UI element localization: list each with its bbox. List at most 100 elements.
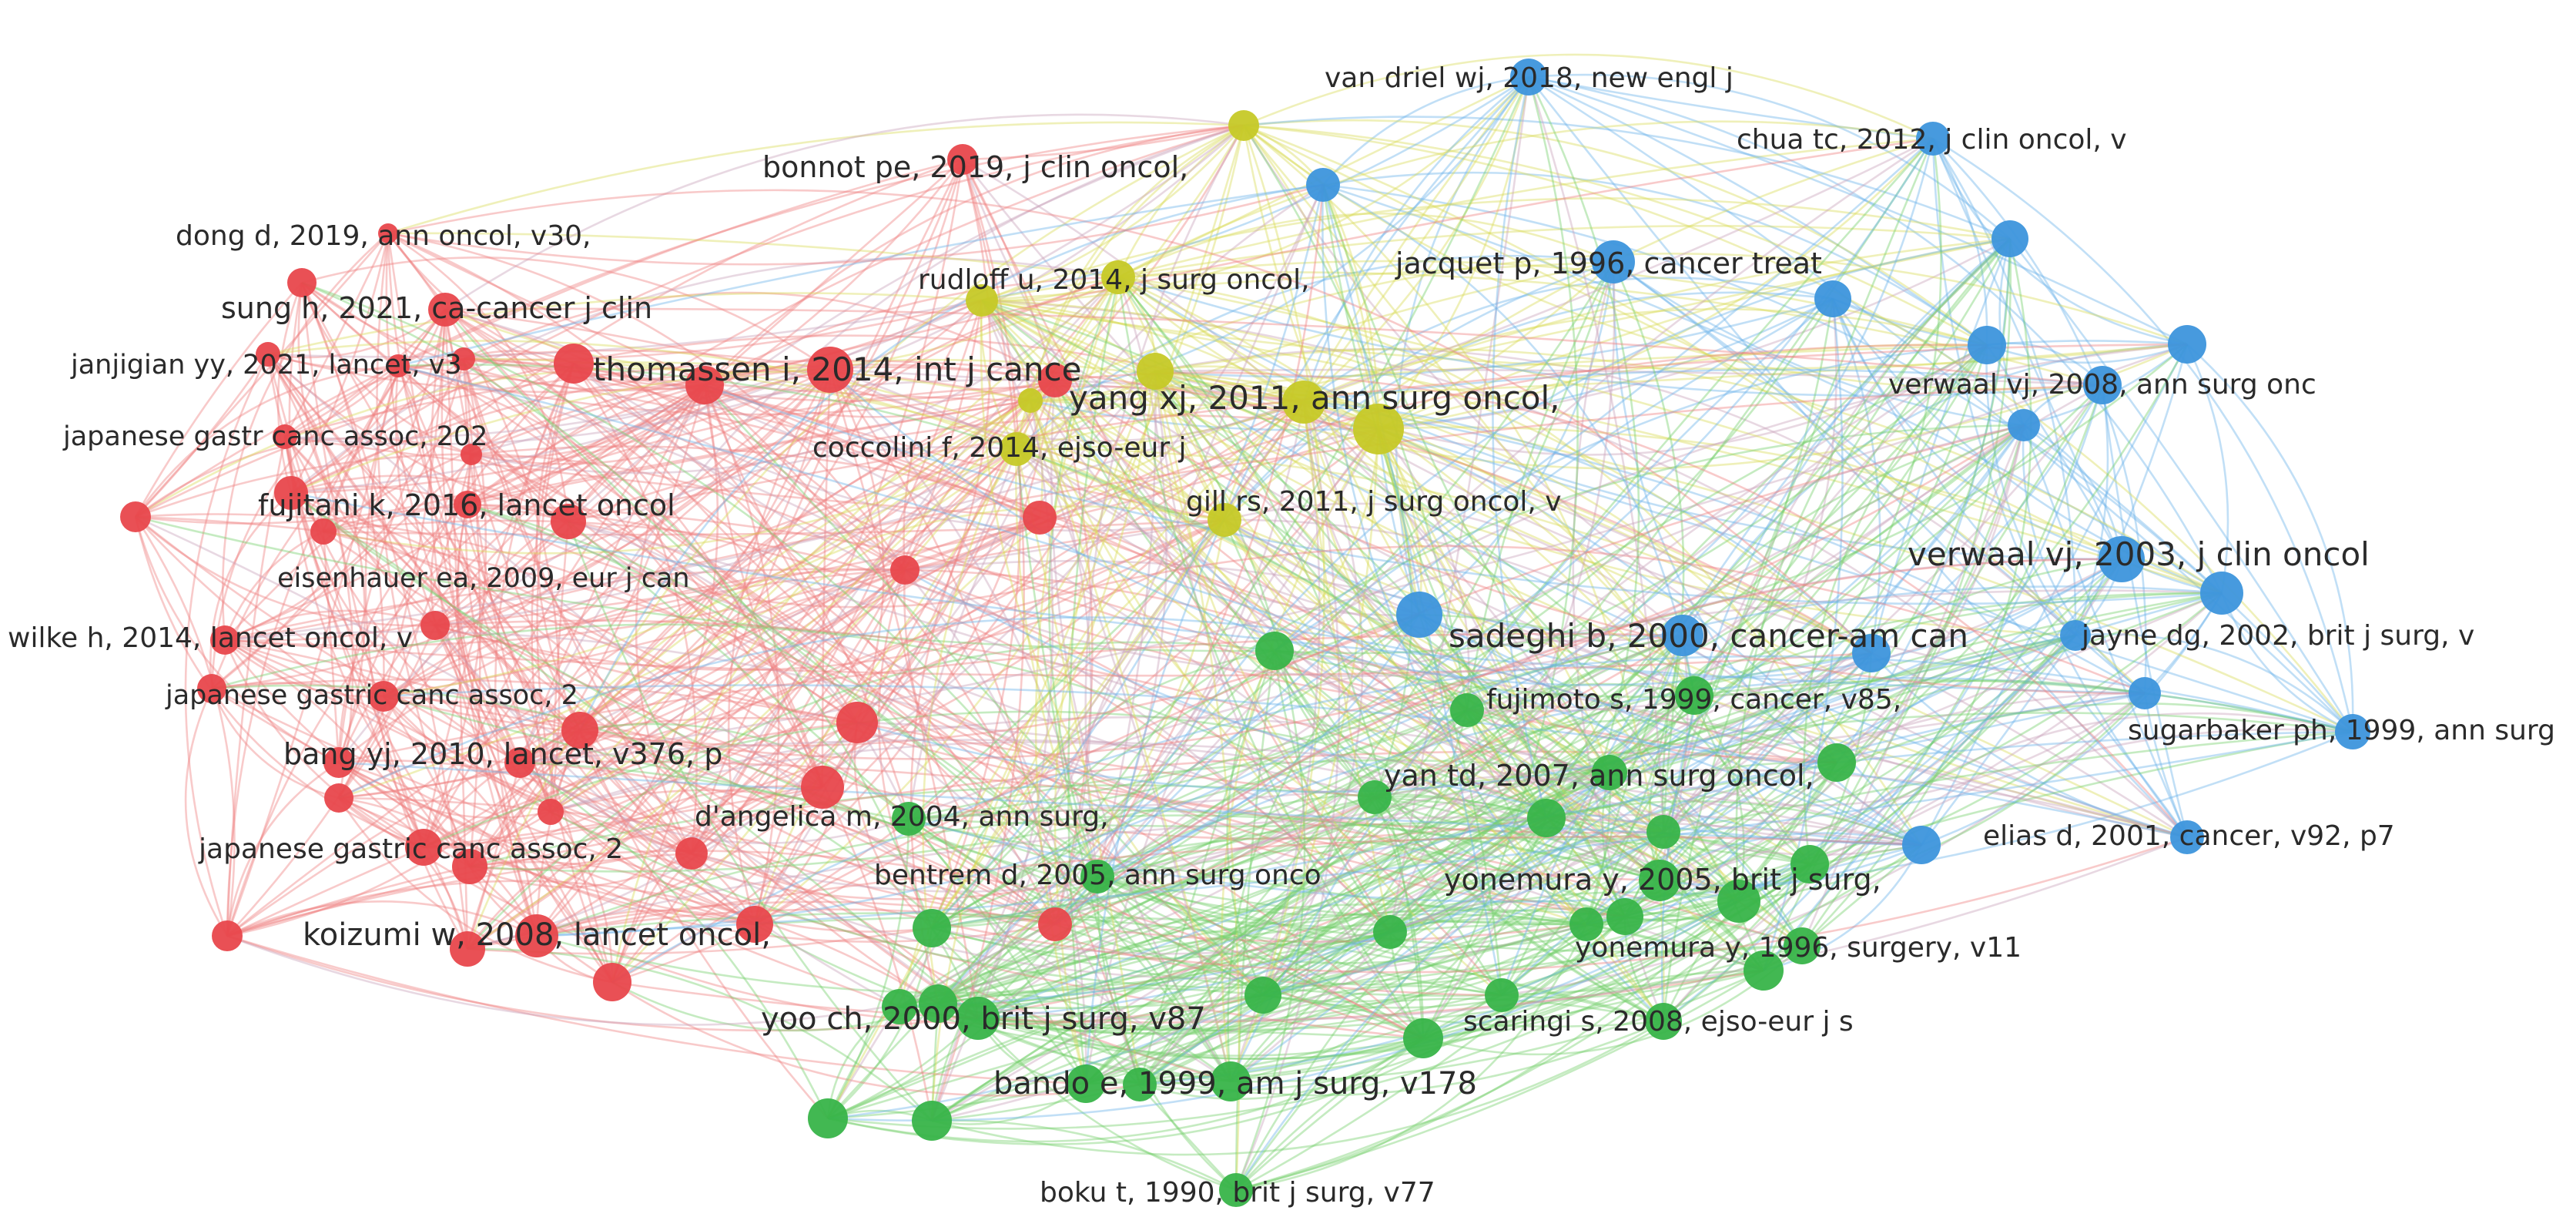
publication-node[interactable] bbox=[368, 681, 399, 712]
publication-node[interactable] bbox=[1080, 860, 1114, 893]
publication-node[interactable] bbox=[452, 347, 475, 370]
node-label[interactable]: chua tc, 2012, j clin oncol, v bbox=[1737, 124, 2127, 156]
publication-node[interactable] bbox=[2200, 572, 2243, 615]
publication-node[interactable] bbox=[450, 931, 485, 967]
publication-node[interactable] bbox=[1137, 353, 1174, 390]
publication-node[interactable] bbox=[405, 829, 442, 866]
node-label[interactable]: boku t, 1990, brit j surg, v77 bbox=[1040, 1177, 1435, 1209]
node-label[interactable]: scaringi s, 2008, ejso-eur j s bbox=[1463, 1006, 1854, 1038]
publication-node[interactable] bbox=[1606, 898, 1643, 935]
publication-node[interactable] bbox=[2099, 536, 2145, 582]
node-label[interactable]: yoo ch, 2000, brit j surg, v87 bbox=[761, 1001, 1206, 1037]
node-label[interactable]: bonnot pe, 2019, j clin oncol, bbox=[762, 150, 1188, 184]
publication-node[interactable] bbox=[538, 799, 564, 825]
publication-node[interactable] bbox=[890, 555, 920, 585]
node-label[interactable]: jacquet p, 1996, cancer treat bbox=[1395, 246, 1822, 280]
publication-node[interactable] bbox=[947, 144, 978, 175]
node-label[interactable]: fujimoto s, 1999, cancer, v85, bbox=[1486, 684, 1901, 716]
publication-node[interactable] bbox=[1228, 110, 1259, 141]
publication-node[interactable] bbox=[1067, 1064, 1105, 1103]
publication-node[interactable] bbox=[504, 747, 535, 778]
publication-node[interactable] bbox=[1784, 927, 1821, 964]
publication-node[interactable] bbox=[1646, 815, 1680, 849]
publication-node[interactable] bbox=[736, 906, 773, 943]
publication-node[interactable] bbox=[1675, 676, 1713, 715]
node-label[interactable]: verwaal vj, 2008, ann surg onc bbox=[1888, 369, 2316, 401]
publication-node[interactable] bbox=[1916, 122, 1950, 156]
publication-node[interactable] bbox=[966, 284, 998, 317]
publication-node[interactable] bbox=[912, 1101, 952, 1141]
node-label[interactable]: bang yj, 2010, lancet, v376, p bbox=[283, 737, 722, 771]
node-label[interactable]: thomassen i, 2014, int j cance bbox=[593, 350, 1081, 388]
node-label[interactable]: yang xj, 2011, ann surg oncol, bbox=[1069, 379, 1560, 417]
publication-node[interactable] bbox=[1569, 907, 1603, 941]
publication-node[interactable] bbox=[1244, 977, 1281, 1014]
publication-node[interactable] bbox=[892, 802, 926, 836]
publication-node[interactable] bbox=[210, 625, 240, 655]
publication-node[interactable] bbox=[913, 909, 951, 947]
publication-node[interactable] bbox=[1527, 799, 1566, 837]
publication-node[interactable] bbox=[2008, 409, 2040, 441]
publication-node[interactable] bbox=[1396, 592, 1442, 638]
publication-node[interactable] bbox=[1717, 880, 1760, 923]
publication-node[interactable] bbox=[593, 963, 631, 1001]
publication-node[interactable] bbox=[2083, 366, 2122, 404]
node-label[interactable]: japanese gastr canc assoc, 202 bbox=[62, 421, 487, 452]
node-label[interactable]: wilke h, 2014, lancet oncol, v bbox=[8, 622, 413, 654]
node-label[interactable]: janjigian yy, 2021, lancet, v3 bbox=[70, 350, 462, 381]
publication-node[interactable] bbox=[919, 984, 957, 1023]
publication-node[interactable] bbox=[1450, 693, 1484, 727]
publication-node[interactable] bbox=[807, 347, 853, 393]
publication-node[interactable] bbox=[561, 712, 598, 749]
publication-node[interactable] bbox=[212, 920, 243, 951]
publication-node[interactable] bbox=[310, 518, 337, 545]
node-label[interactable]: koizumi w, 2008, lancet oncol, bbox=[303, 917, 771, 953]
node-label[interactable]: verwaal vj, 2003, j clin oncol bbox=[1908, 535, 2370, 573]
publication-node[interactable] bbox=[1485, 978, 1519, 1012]
publication-node[interactable] bbox=[808, 1098, 848, 1138]
publication-node[interactable] bbox=[1208, 503, 1241, 537]
publication-node[interactable] bbox=[1038, 364, 1072, 397]
publication-node[interactable] bbox=[323, 747, 354, 778]
publication-node[interactable] bbox=[1510, 59, 1547, 96]
publication-node[interactable] bbox=[836, 702, 878, 743]
publication-node[interactable] bbox=[1123, 1068, 1157, 1101]
publication-node[interactable] bbox=[287, 268, 317, 297]
publication-node[interactable] bbox=[515, 914, 558, 957]
publication-node[interactable] bbox=[801, 766, 844, 809]
publication-node[interactable] bbox=[1353, 404, 1404, 454]
publication-node[interactable] bbox=[428, 293, 462, 327]
node-label[interactable]: d'angelica m, 2004, ann surg, bbox=[695, 801, 1109, 833]
node-label[interactable]: fujitani k, 2016, lancet oncol bbox=[258, 488, 675, 522]
publication-node[interactable] bbox=[420, 611, 450, 640]
node-label[interactable]: sugarbaker ph, 1999, ann surg bbox=[2128, 715, 2555, 746]
publication-node[interactable] bbox=[1639, 860, 1680, 901]
publication-node[interactable] bbox=[256, 342, 280, 367]
publication-node[interactable] bbox=[1373, 915, 1407, 949]
publication-node[interactable] bbox=[1662, 615, 1703, 656]
publication-node[interactable] bbox=[1000, 432, 1033, 466]
publication-node[interactable] bbox=[2129, 677, 2161, 709]
publication-node[interactable] bbox=[1592, 240, 1635, 283]
node-label[interactable]: jayne dg, 2002, brit j surg, v bbox=[2081, 620, 2474, 652]
publication-node[interactable] bbox=[1018, 388, 1043, 413]
publication-node[interactable] bbox=[274, 476, 308, 510]
publication-node[interactable] bbox=[685, 366, 724, 404]
node-label[interactable]: eisenhauer ea, 2009, eur j can bbox=[277, 563, 690, 594]
publication-node[interactable] bbox=[1255, 632, 1294, 670]
publication-node[interactable] bbox=[1306, 168, 1340, 202]
publication-node[interactable] bbox=[1744, 950, 1784, 991]
node-label[interactable]: japanese gastric canc assoc, 2 bbox=[165, 680, 578, 711]
publication-node[interactable] bbox=[1023, 501, 1057, 535]
node-label[interactable]: rudloff u, 2014, j surg oncol, bbox=[918, 264, 1310, 296]
publication-node[interactable] bbox=[387, 354, 410, 377]
publication-node[interactable] bbox=[1968, 326, 2006, 364]
node-label[interactable]: van driel wj, 2018, new engl j bbox=[1325, 62, 1734, 94]
node-label[interactable]: bentrem d, 2005, ann surg onco bbox=[874, 860, 1321, 891]
node-label[interactable]: yonemura y, 1996, surgery, v11 bbox=[1575, 932, 2022, 964]
publication-node[interactable] bbox=[1038, 907, 1072, 941]
publication-node[interactable] bbox=[1219, 1173, 1253, 1207]
publication-node[interactable] bbox=[882, 989, 917, 1024]
publication-node[interactable] bbox=[1645, 1003, 1682, 1040]
publication-node[interactable] bbox=[120, 501, 151, 532]
